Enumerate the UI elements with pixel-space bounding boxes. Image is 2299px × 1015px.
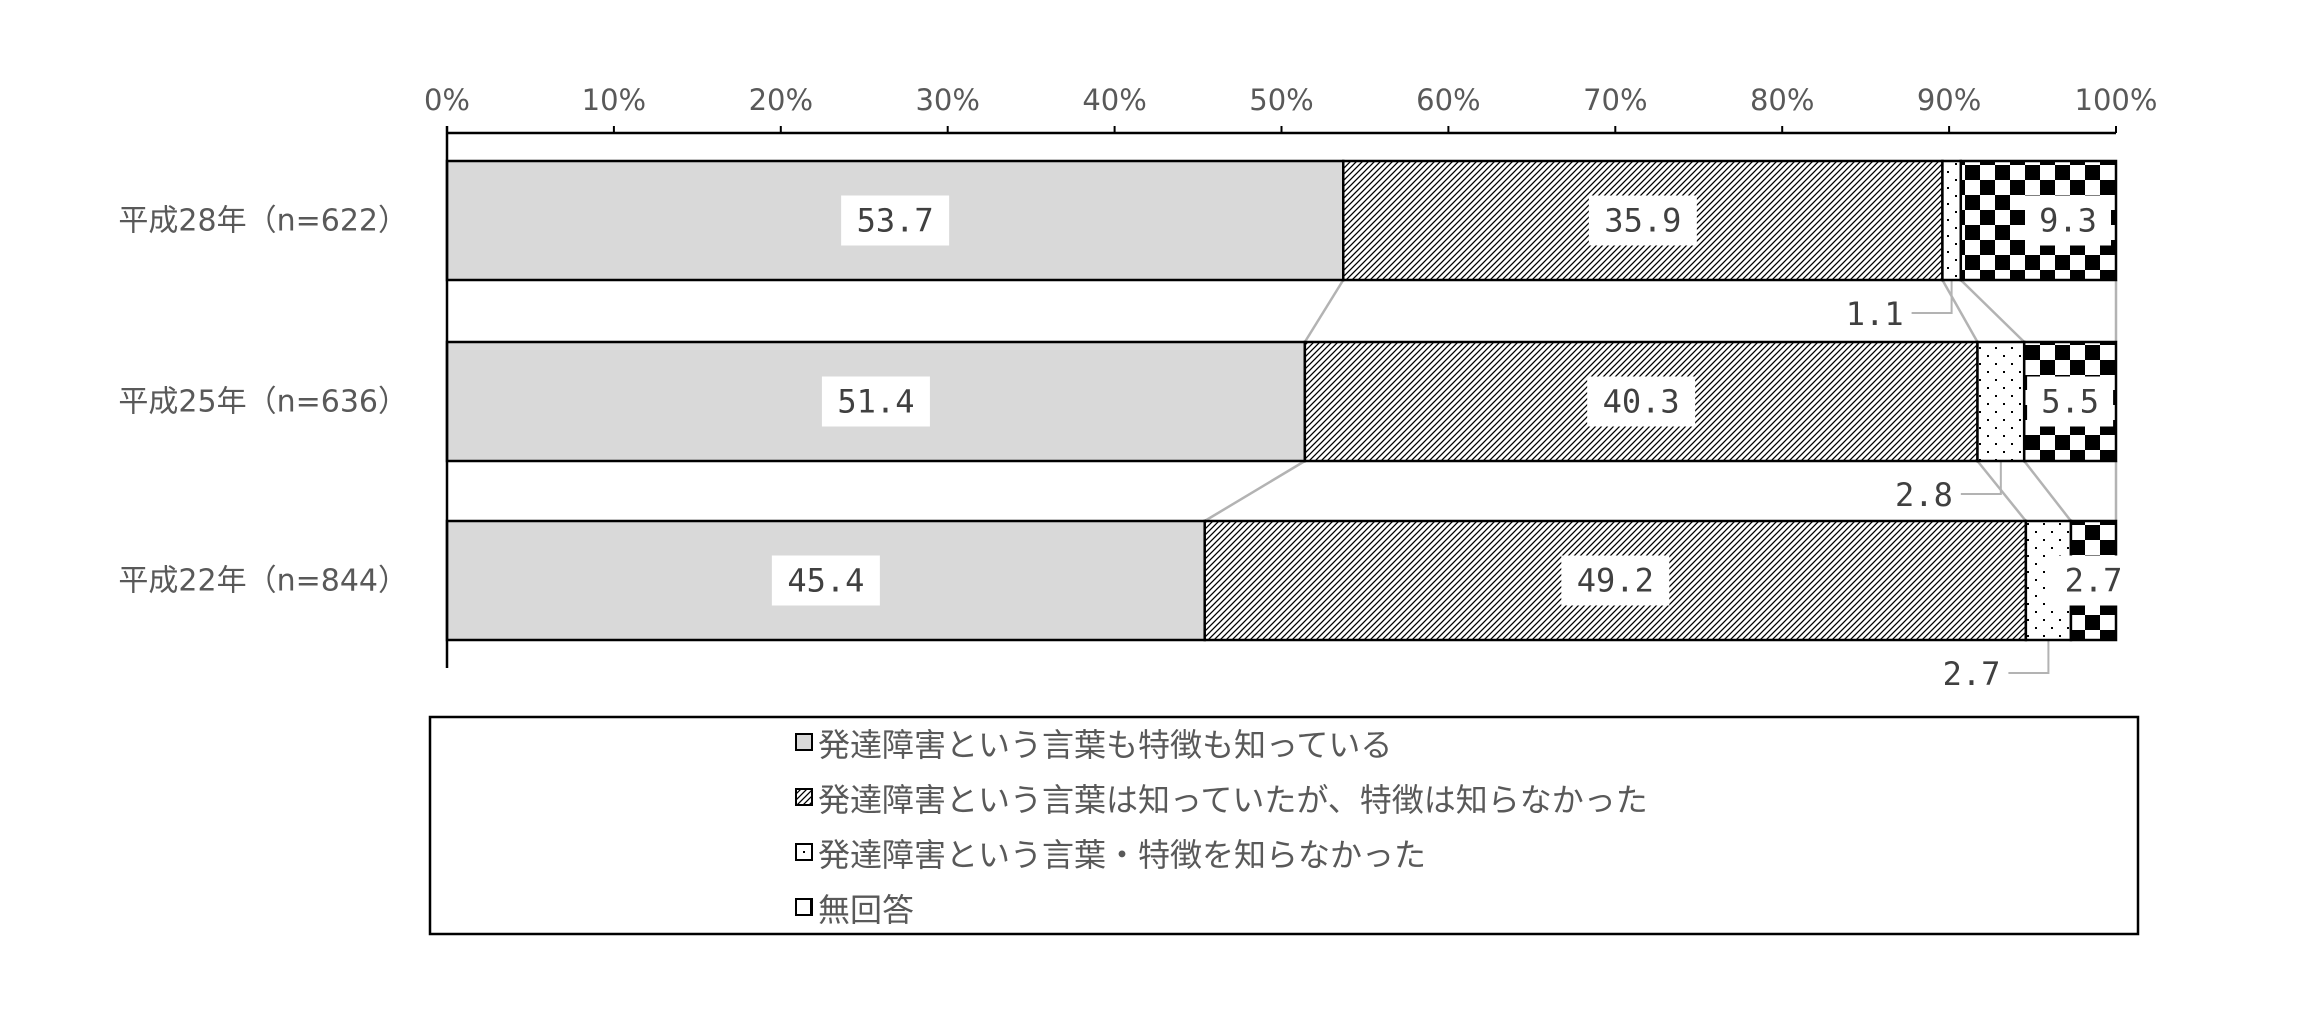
- data-label-1-3: 1.1: [1846, 295, 1904, 333]
- legend-label-1: 発達障害という言葉も特徴も知っている: [818, 726, 1392, 764]
- x-tick-label-3: 30%: [915, 83, 979, 117]
- data-label-2-2: 40.3: [1603, 383, 1680, 421]
- legend-label-2: 発達障害という言葉は知っていたが、特徴は知らなかった: [818, 781, 1648, 819]
- x-tick-label-9: 90%: [1917, 83, 1981, 117]
- data-label-3-2: 49.2: [1577, 562, 1654, 600]
- bar-2-series-3: [1976, 340, 2026, 463]
- data-label-2-1: 51.4: [837, 383, 914, 421]
- series-line-1-2: [1941, 279, 1979, 343]
- data-label-1-4-bg: [2025, 195, 2111, 246]
- data-label-1-2-bg: [1588, 195, 1697, 246]
- data-label-1-2: 35.9: [1604, 202, 1681, 240]
- data-label-3-1: 45.4: [787, 562, 864, 600]
- bar-1-series-1: [445, 159, 1345, 282]
- data-label-2-1-bg: [821, 376, 930, 427]
- x-tick-label-4: 40%: [1082, 83, 1146, 117]
- category-label-2: 平成25年（n=636）: [118, 385, 408, 420]
- series-line-1-3: [1959, 279, 2026, 343]
- x-tick-label-1: 10%: [582, 83, 646, 117]
- x-tick-label-8: 80%: [1750, 83, 1814, 117]
- data-label-2-3: 2.8: [1895, 476, 1953, 514]
- x-tick-label-7: 70%: [1583, 83, 1647, 117]
- legend-marker-4: [795, 898, 813, 916]
- series-line-2-1: [1204, 459, 1306, 523]
- legend-marker-1: [795, 733, 813, 751]
- leader-line-1: [1911, 270, 1953, 314]
- data-label-1-4: 9.3: [2039, 202, 2097, 240]
- data-label-3-4: 2.7: [2065, 562, 2123, 600]
- legend-marker-2: [795, 788, 813, 806]
- data-label-1-1: 53.7: [857, 202, 934, 240]
- data-label-2-2-bg: [1587, 376, 1696, 427]
- x-tick-label-0: 0%: [424, 83, 470, 117]
- legend-label-4: 無回答: [818, 891, 914, 929]
- data-label-3-1-bg: [771, 555, 880, 606]
- leader-line-3: [2008, 630, 2050, 674]
- legend-box: [428, 715, 2140, 936]
- data-label-3-4-bg: [2050, 555, 2137, 606]
- data-label-2-4: 5.5: [2041, 383, 2099, 421]
- series-line-1-1: [1303, 279, 1345, 343]
- data-label-1-1-bg: [841, 195, 950, 246]
- legend-label-3: 発達障害という言葉・特徴を知らなかった: [818, 836, 1426, 874]
- x-tick-label-6: 60%: [1416, 83, 1480, 117]
- series-line-2-3: [2023, 460, 2072, 522]
- category-label-1: 平成28年（n=622）: [118, 204, 408, 239]
- data-label-2-4-bg: [2027, 376, 2114, 427]
- x-tick-label-2: 20%: [749, 83, 813, 117]
- data-label-3-2-bg: [1561, 555, 1670, 606]
- x-tick-label-5: 50%: [1249, 83, 1313, 117]
- legend-marker-3: [795, 843, 813, 861]
- category-label-3: 平成22年（n=844）: [118, 564, 408, 599]
- bar-1-series-3: [1941, 159, 1963, 282]
- leader-line-2: [1960, 451, 2002, 495]
- data-label-3-3: 2.7: [1943, 655, 2001, 693]
- x-tick-label-10: 100%: [2075, 83, 2158, 117]
